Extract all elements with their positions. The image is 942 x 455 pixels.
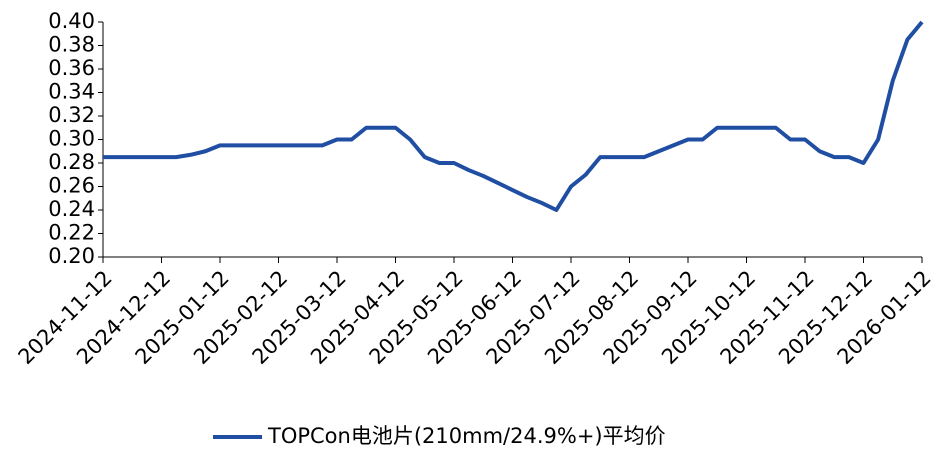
y-tick-label: 0.22: [48, 221, 95, 245]
y-tick-label: 0.28: [48, 150, 95, 174]
y-tick-label: 0.40: [48, 9, 95, 33]
y-tick-label: 0.26: [48, 174, 95, 198]
y-tick-label: 0.38: [48, 33, 95, 57]
data-line: [103, 20, 924, 212]
y-tick-label: 0.30: [48, 127, 95, 151]
legend-label: TOPCon电池片(210mm/24.9%+)平均价: [267, 424, 666, 448]
y-tick-label: 0.32: [48, 103, 95, 127]
y-tick-label: 0.24: [48, 197, 95, 221]
y-tick-label: 0.36: [48, 56, 95, 80]
y-tick-label: 0.20: [48, 244, 95, 268]
y-tick-label: 0.34: [48, 80, 95, 104]
